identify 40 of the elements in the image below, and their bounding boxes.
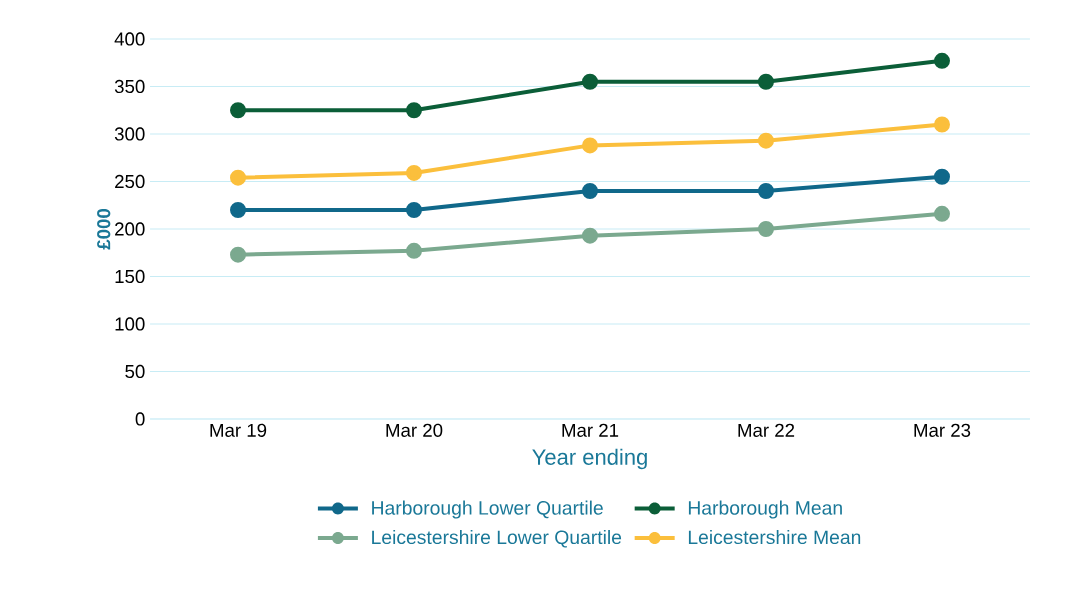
point [758, 132, 774, 149]
x-tick-label: Mar 21 [562, 423, 619, 437]
point [582, 182, 598, 199]
point [230, 246, 247, 263]
point [758, 182, 774, 199]
x-tick-label: Mar 19 [210, 423, 267, 437]
y-tick-label: 150 [115, 269, 145, 284]
y-tick-label: 100 [115, 317, 145, 331]
y-tick-label: 50 [125, 364, 145, 379]
point [406, 201, 422, 218]
x-tick-label: Mar 20 [386, 423, 443, 437]
y-tick-label: 350 [114, 79, 145, 94]
y-tick-label: 300 [114, 127, 145, 141]
point [934, 205, 950, 222]
y-tick-label: 400 [114, 32, 145, 46]
point [934, 52, 950, 69]
point [934, 116, 950, 133]
legend-label: Leicestershire Mean [688, 529, 861, 545]
x-tick-label: Mar 22 [738, 423, 795, 437]
y-tick-label: 250 [115, 174, 145, 189]
x-axis-title: Year ending [532, 448, 647, 470]
legend-label: Harborough Lower Quartile [372, 500, 603, 519]
y-tick-label: 200 [115, 222, 145, 236]
point [406, 164, 422, 181]
x-tick-label: Mar 23 [914, 423, 971, 437]
point [230, 102, 247, 119]
point [230, 169, 247, 186]
point [758, 220, 774, 237]
legend-label: Leicestershire Lower Quartile [372, 529, 622, 548]
point [582, 137, 598, 154]
legend-label: Harborough Mean [688, 500, 842, 519]
point [406, 242, 422, 259]
y-axis-title: £000 [97, 209, 111, 250]
point [406, 102, 422, 119]
point [582, 227, 598, 244]
point [758, 73, 774, 90]
point [934, 168, 950, 185]
point [582, 73, 598, 90]
point [230, 201, 247, 218]
y-tick-label: 0 [135, 412, 145, 426]
